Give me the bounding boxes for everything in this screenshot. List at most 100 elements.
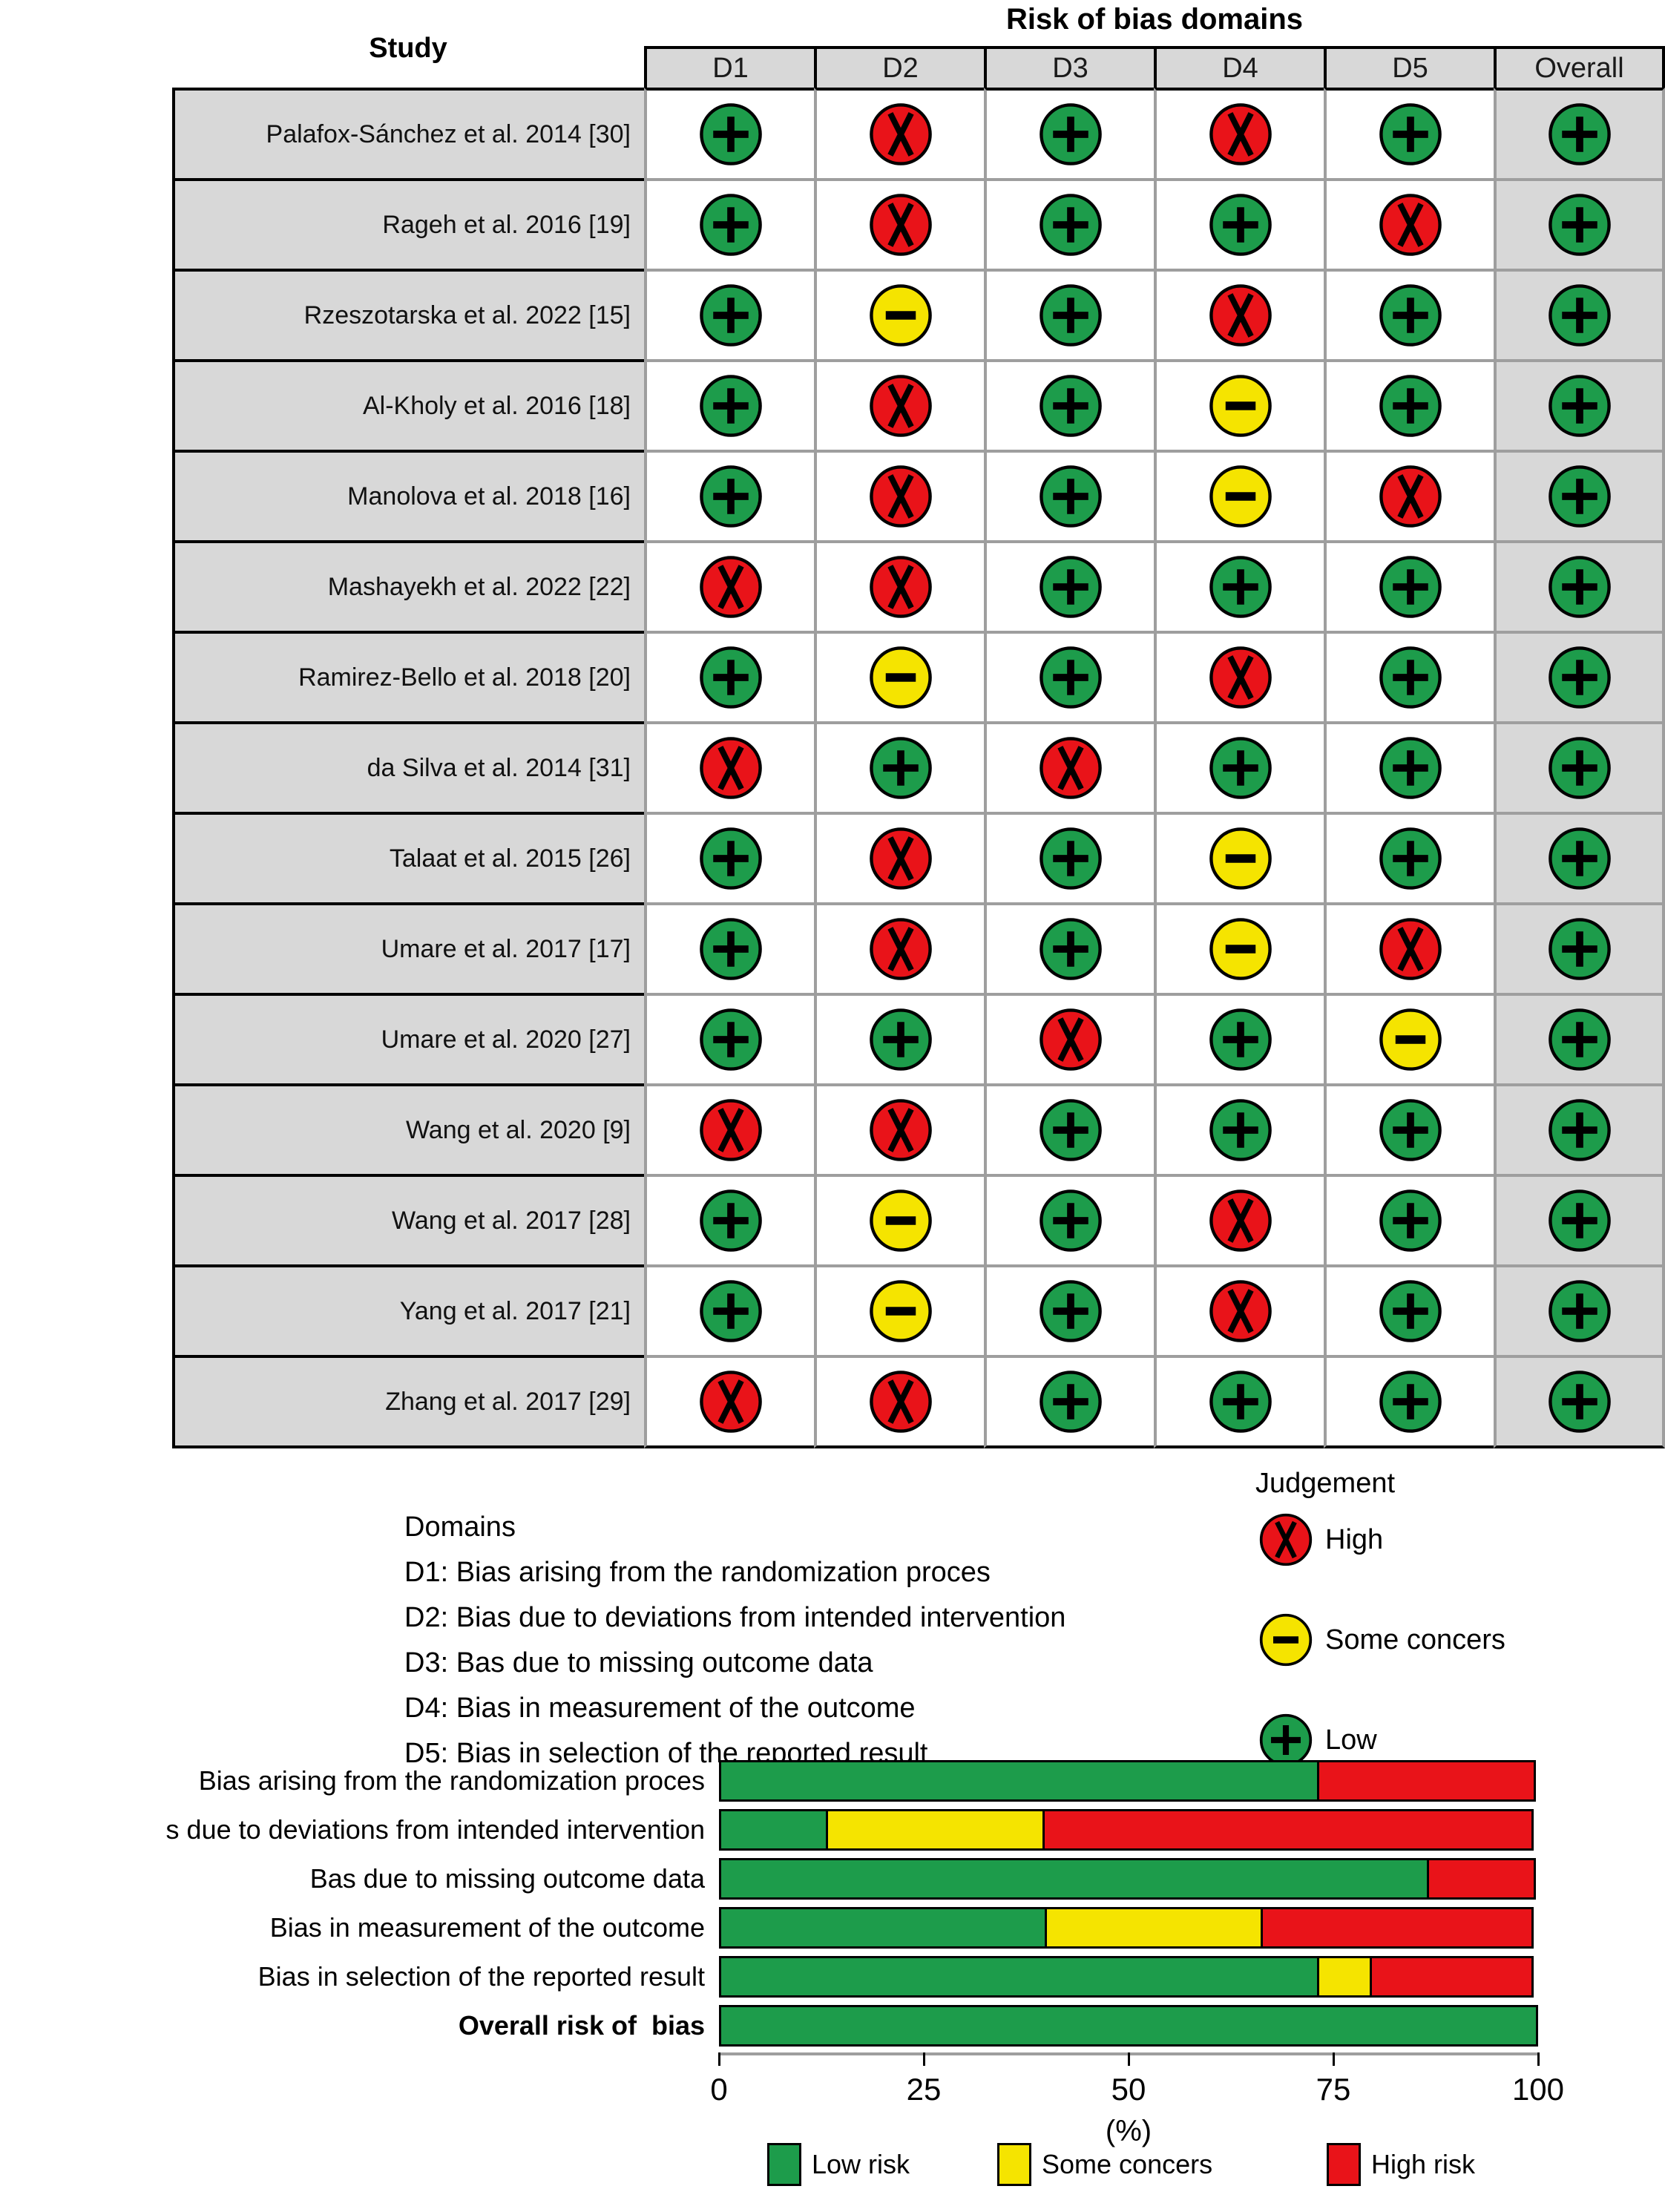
plus-icon — [1561, 569, 1597, 605]
judgement-cell — [1154, 178, 1327, 272]
plus-icon — [1052, 298, 1088, 333]
judgement-legend-heading: Judgement — [1255, 1468, 1396, 1499]
x-icon — [1057, 746, 1084, 790]
high-risk-badge — [1209, 103, 1272, 165]
x-icon — [717, 746, 744, 790]
judgement-cell — [814, 450, 987, 543]
some-risk-badge — [869, 1189, 932, 1252]
judgement-cell — [1494, 721, 1665, 815]
judgement-cell — [644, 178, 817, 272]
legend-swatch — [767, 2143, 801, 2186]
low-risk-badge — [699, 375, 762, 437]
judgement-cell — [1324, 269, 1497, 362]
high-risk-badge — [869, 194, 932, 256]
judgement-legend-label: Low — [1325, 1724, 1377, 1756]
domain-column-header: D3 — [984, 46, 1157, 91]
low-risk-badge — [1548, 1008, 1611, 1071]
x-axis-tick-label: 25 — [906, 2072, 942, 2107]
low-risk-badge — [1039, 556, 1102, 618]
plus-icon — [1222, 207, 1258, 243]
low-risk-badge — [869, 1008, 932, 1071]
judgement-cell — [814, 1355, 987, 1448]
x-icon — [717, 1108, 744, 1152]
judgement-cell — [814, 1174, 987, 1267]
bar-row — [719, 1858, 1538, 1900]
x-icon — [717, 1379, 744, 1424]
plus-icon — [1052, 207, 1088, 243]
plus-icon — [712, 116, 749, 152]
low-risk-badge — [699, 103, 762, 165]
judgement-cell — [644, 359, 817, 453]
judgement-cell — [1324, 1264, 1497, 1358]
judgement-legend-label: Some concers — [1325, 1624, 1505, 1655]
plus-icon — [1052, 1112, 1088, 1148]
judgement-cell — [1154, 1355, 1327, 1448]
high-risk-badge — [1209, 284, 1272, 347]
low-risk-badge — [1548, 1099, 1611, 1161]
judgement-cell — [984, 88, 1157, 181]
x-icon — [1226, 293, 1254, 338]
high-risk-badge — [1379, 194, 1442, 256]
judgement-cell — [814, 359, 987, 453]
judgement-cell — [984, 902, 1157, 996]
domain-column-header: D5 — [1324, 46, 1497, 91]
judgement-cell — [1154, 1264, 1327, 1358]
judgement-cell — [1494, 1264, 1665, 1358]
judgement-cell — [1324, 1174, 1497, 1267]
judgement-cell — [1494, 178, 1665, 272]
bar-segment-high-risk — [1317, 1760, 1536, 1802]
low-risk-badge — [1379, 737, 1442, 799]
low-risk-badge — [1209, 737, 1272, 799]
judgement-cell — [1494, 1355, 1665, 1448]
domains-legend-item: D3: Bas due to missing outcome data — [404, 1647, 873, 1678]
study-label: Ramirez-Bello et al. 2018 [20] — [172, 631, 647, 724]
judgement-cell — [814, 540, 987, 634]
judgement-cell — [644, 812, 817, 905]
bar-segment-low-risk — [719, 1760, 1320, 1802]
judgement-cell — [1494, 1083, 1665, 1177]
domain-column-header: D1 — [644, 46, 817, 91]
judgement-cell — [1324, 88, 1497, 181]
low-risk-badge — [699, 1280, 762, 1342]
judgement-cell — [1154, 812, 1327, 905]
bar-segment-some-concers — [1317, 1956, 1373, 1998]
judgement-cell — [1154, 902, 1327, 996]
bar-row — [719, 2005, 1538, 2047]
plus-icon — [712, 1022, 749, 1057]
plus-icon — [712, 1293, 749, 1329]
x-icon — [1396, 927, 1424, 971]
judgement-cell — [984, 812, 1157, 905]
plus-icon — [1392, 116, 1428, 152]
plus-icon — [1392, 569, 1428, 605]
high-risk-badge — [869, 556, 932, 618]
plus-icon — [1561, 1384, 1597, 1420]
low-risk-badge — [1548, 284, 1611, 347]
legend-swatch — [997, 2143, 1031, 2186]
high-risk-badge — [699, 556, 762, 618]
plus-icon — [1222, 750, 1258, 786]
plus-icon — [1392, 388, 1428, 424]
plus-icon — [882, 1022, 919, 1057]
high-risk-badge — [1209, 1280, 1272, 1342]
x-icon — [887, 112, 914, 157]
plus-icon — [1271, 1725, 1301, 1755]
bar-segment-some-concers — [825, 1809, 1045, 1851]
bar-segment-high-risk — [1427, 1858, 1536, 1900]
judgement-cell — [984, 1083, 1157, 1177]
high-risk-badge — [1039, 737, 1102, 799]
x-axis-tick — [717, 2052, 720, 2066]
judgement-cell — [1324, 1355, 1497, 1448]
judgement-cell — [1154, 450, 1327, 543]
plus-icon — [1392, 660, 1428, 695]
some-risk-badge — [869, 646, 932, 709]
x-icon — [717, 565, 744, 609]
low-risk-badge — [1039, 918, 1102, 980]
low-risk-badge — [1039, 375, 1102, 437]
judgement-cell — [814, 812, 987, 905]
x-axis-tick-label: 50 — [1111, 2072, 1146, 2107]
plus-icon — [1561, 1203, 1597, 1238]
plus-icon — [1561, 388, 1597, 424]
plus-icon — [1561, 1022, 1597, 1057]
domains-legend-item: D1: Bias arising from the randomization … — [404, 1557, 991, 1588]
low-risk-badge — [1379, 1371, 1442, 1433]
